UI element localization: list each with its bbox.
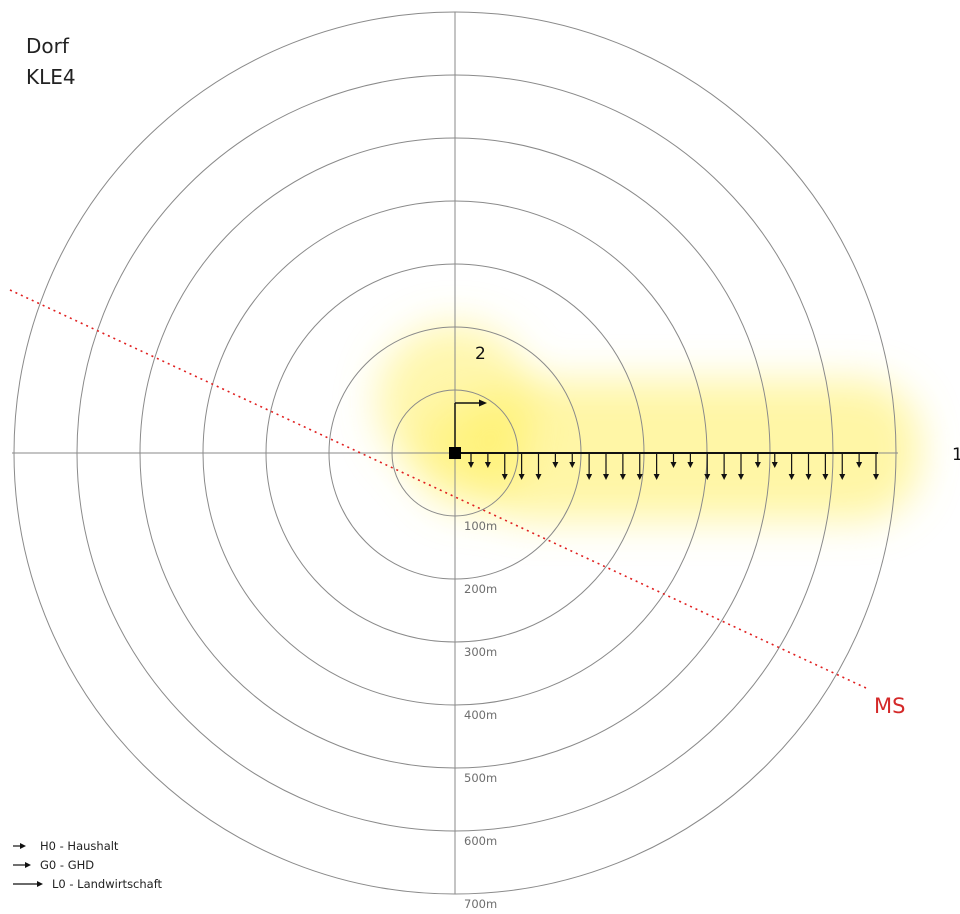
load-arrow-h0 <box>856 454 863 468</box>
load-arrow-g0 <box>805 454 812 480</box>
ring-label-300m: 300m <box>464 645 497 659</box>
legend-item-l0: L0 - Landwirtschaft <box>10 874 162 893</box>
load-arrow-g0 <box>501 454 508 480</box>
feeder-2 <box>454 399 487 450</box>
load-arrow-h0 <box>569 454 576 468</box>
load-arrow-g0 <box>619 454 626 480</box>
ring-label-700m: 700m <box>464 897 497 911</box>
load-arrow-h0 <box>552 454 559 468</box>
load-arrow-g0 <box>721 454 728 480</box>
load-arrow-h0 <box>771 454 778 468</box>
title-line-2: KLE4 <box>26 65 76 89</box>
load-arrow-h0 <box>670 454 677 468</box>
load-arrow-h0 <box>687 454 694 468</box>
ring-labels: 100m 200m 300m 400m 500m 600m 700m <box>464 519 497 911</box>
legend-label-h0: H0 - Haushalt <box>40 838 119 853</box>
l0-arrow-icon <box>13 880 43 887</box>
load-arrow-g0 <box>788 454 795 480</box>
h0-arrow-icon <box>13 842 26 849</box>
load-arrow-h0 <box>468 454 474 468</box>
legend-item-h0: H0 - Haushalt <box>10 836 162 855</box>
load-arrow-h0 <box>484 454 491 468</box>
load-arrow-g0 <box>839 454 846 480</box>
feeder-2-label: 2 <box>475 344 486 364</box>
mv-line <box>9 289 867 689</box>
legend-label-l0: L0 - Landwirtschaft <box>52 876 163 891</box>
feeder-1-label: 1 <box>952 445 960 465</box>
load-arrow-g0 <box>704 454 711 480</box>
legend-item-g0: G0 - GHD <box>10 855 162 874</box>
legend-label-g0: G0 - GHD <box>40 857 95 872</box>
load-arrows <box>468 454 879 480</box>
load-arrow-g0 <box>586 454 593 480</box>
load-arrow-h0 <box>754 454 761 468</box>
ring-label-600m: 600m <box>464 834 497 848</box>
load-arrow-g0 <box>822 454 829 480</box>
ring-label-400m: 400m <box>464 708 497 722</box>
substation-icon <box>449 447 461 459</box>
ring-label-100m: 100m <box>464 519 497 533</box>
load-arrow-g0 <box>518 454 525 480</box>
title-line-1: Dorf <box>26 34 69 58</box>
legend: H0 - Haushalt G0 - GHD L0 - Landwirtscha… <box>10 836 162 893</box>
load-area-glow <box>377 324 920 520</box>
load-arrow-g0 <box>873 454 879 480</box>
ring-label-500m: 500m <box>464 771 497 785</box>
load-arrow-g0 <box>636 454 643 480</box>
load-arrow-g0 <box>535 454 542 480</box>
g0-arrow-icon <box>13 861 31 868</box>
mv-line-label: MS <box>874 694 905 718</box>
load-arrow-g0 <box>603 454 609 480</box>
load-arrow-g0 <box>653 454 660 480</box>
load-arrow-g0 <box>738 454 744 480</box>
ring-label-200m: 200m <box>464 582 497 596</box>
